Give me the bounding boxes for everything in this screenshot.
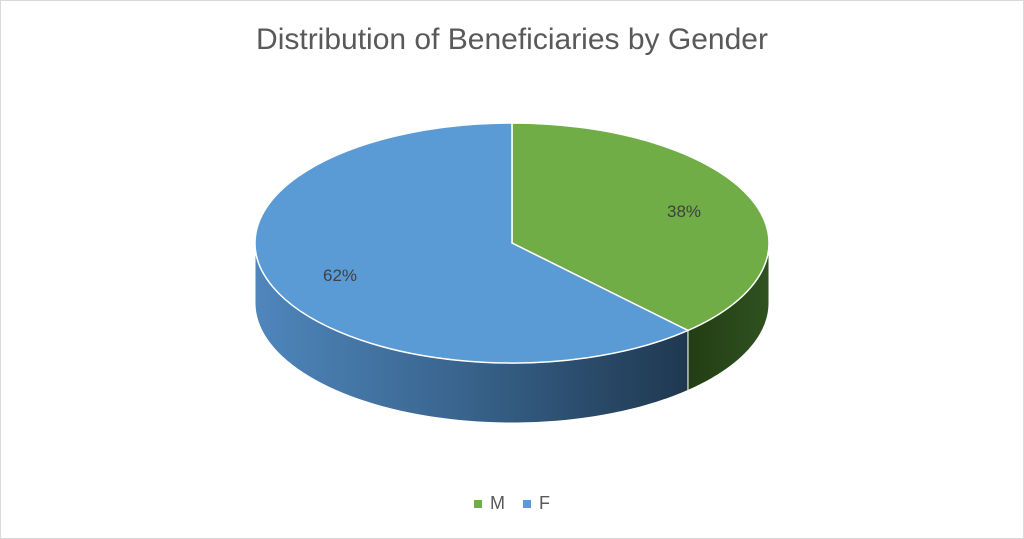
chart-title: Distribution of Beneficiaries by Gender [256, 23, 768, 56]
pie-slice-m [511, 122, 770, 332]
legend: M F [1, 493, 1023, 514]
legend-label-f: F [539, 493, 550, 513]
legend-swatch-f [523, 499, 531, 508]
pie-slice-f [254, 122, 690, 364]
legend-label-m: M [490, 493, 505, 513]
legend-item-m: M [474, 493, 505, 514]
legend-swatch-m [474, 499, 482, 508]
legend-item-f: F [523, 493, 550, 514]
data-label-f: 62% [323, 266, 357, 285]
data-label-m: 38% [667, 202, 701, 221]
